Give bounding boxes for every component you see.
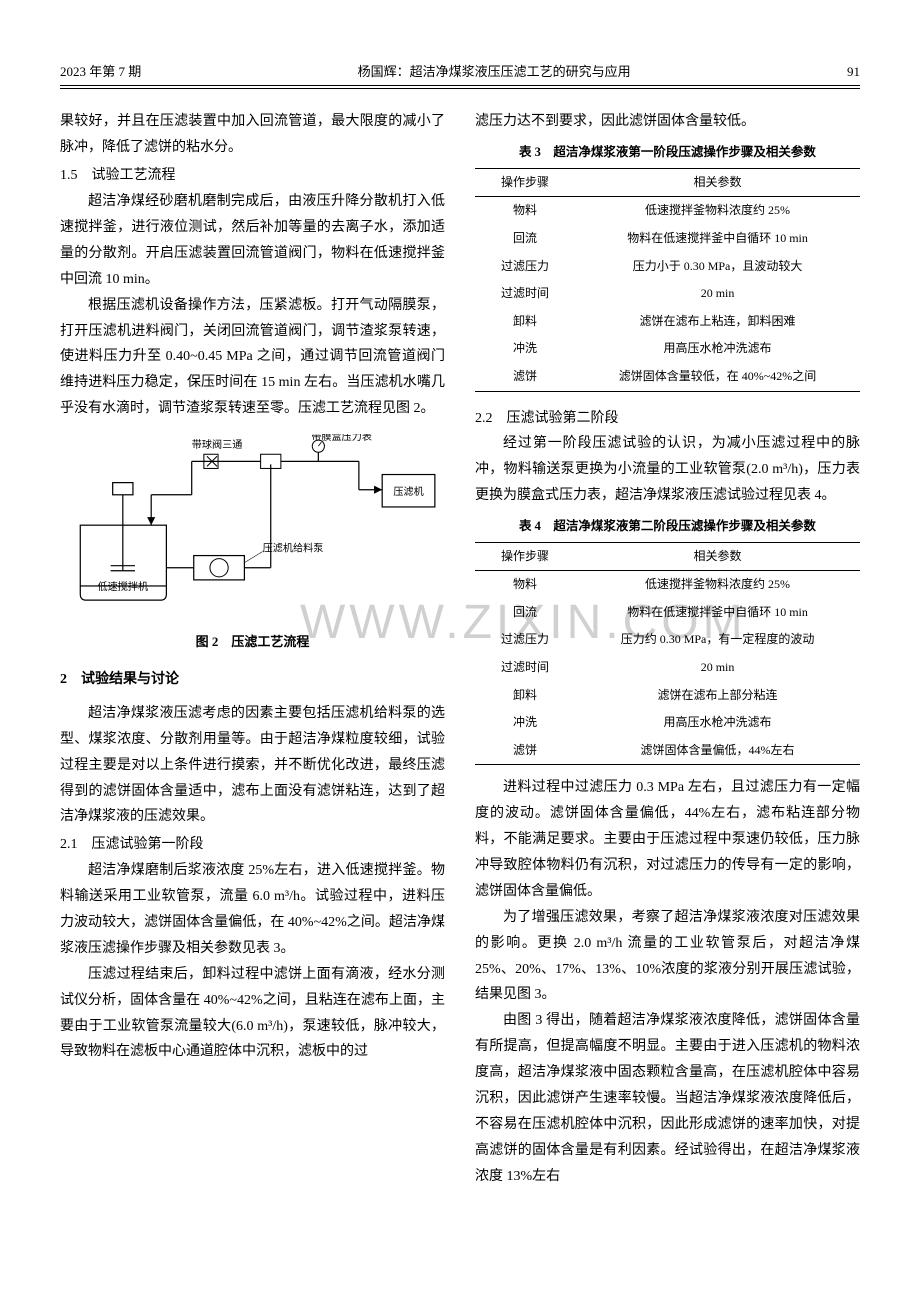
page: 2023 年第 7 期 杨国辉：超洁净煤浆液压压滤工艺的研究与应用 91 果较好…	[60, 60, 860, 1190]
figure-2-svg: 低速搅拌机 压滤机给料泵	[60, 434, 445, 616]
table-cell: 滤饼固体含量偏低，44%左右	[575, 737, 860, 765]
left-column: 果较好，并且在压滤装置中加入回流管道，最大限度的减小了脉冲，降低了滤饼的粘水分。…	[60, 109, 445, 1189]
table-cell: 过滤时间	[475, 654, 575, 682]
table-header-cell: 操作步骤	[475, 542, 575, 571]
table-row: 回流物料在低速搅拌釜中自循环 10 min	[475, 225, 860, 253]
table-cell: 滤饼	[475, 363, 575, 391]
page-header: 2023 年第 7 期 杨国辉：超洁净煤浆液压压滤工艺的研究与应用 91	[60, 60, 860, 86]
table-row: 过滤时间20 min	[475, 280, 860, 308]
table-row: 过滤压力压力小于 0.30 MPa，且波动较大	[475, 253, 860, 281]
subsection-1-5: 1.5 试验工艺流程	[60, 163, 445, 189]
header-title: 杨国辉：超洁净煤浆液压压滤工艺的研究与应用	[358, 60, 631, 83]
para-continuation: 果较好，并且在压滤装置中加入回流管道，最大限度的减小了脉冲，降低了滤饼的粘水分。	[60, 109, 445, 161]
body-paragraph: 压滤过程结束后，卸料过程中滤饼上面有滴液，经水分测试仪分析，固体含量在 40%~…	[60, 962, 445, 1066]
table-header-cell: 操作步骤	[475, 168, 575, 197]
table-cell: 过滤压力	[475, 626, 575, 654]
table-cell: 回流	[475, 599, 575, 627]
table-cell: 冲洗	[475, 709, 575, 737]
body-paragraph: 超洁净煤经砂磨机磨制完成后，由液压升降分散机打入低速搅拌釜，进行液位测试，然后补…	[60, 189, 445, 293]
table-row: 过滤压力压力约 0.30 MPa，有一定程度的波动	[475, 626, 860, 654]
header-page-number: 91	[847, 60, 860, 83]
body-paragraph: 进料过程中过滤压力 0.3 MPa 左右，且过滤压力有一定幅度的波动。滤饼固体含…	[475, 775, 860, 904]
header-rule	[60, 88, 860, 89]
table-row: 冲洗用高压水枪冲洗滤布	[475, 709, 860, 737]
fig2-tee-label: 带球阀三通	[192, 438, 243, 451]
fig2-filter-label: 压滤机	[393, 485, 423, 498]
table-cell: 20 min	[575, 280, 860, 308]
table-row: 回流物料在低速搅拌釜中自循环 10 min	[475, 599, 860, 627]
fig2-feed-pump-label: 压滤机给料泵	[263, 542, 324, 555]
table-cell: 回流	[475, 225, 575, 253]
table-header-cell: 相关参数	[575, 542, 860, 571]
right-column: 滤压力达不到要求，因此滤饼固体含量较低。 表 3 超洁净煤浆液第一阶段压滤操作步…	[475, 109, 860, 1189]
figure-2-caption: 图 2 压滤工艺流程	[60, 630, 445, 653]
table-cell: 20 min	[575, 654, 860, 682]
body-paragraph: 经过第一阶段压滤试验的认识，为减小压滤过程中的脉冲，物料输送泵更换为小流量的工业…	[475, 431, 860, 509]
section-2: 2 试验结果与讨论	[60, 667, 445, 693]
fig2-gauge-label: 带膜盒压力表	[311, 434, 372, 443]
table-cell: 冲洗	[475, 335, 575, 363]
table-row: 冲洗用高压水枪冲洗滤布	[475, 335, 860, 363]
table-cell: 滤饼固体含量较低，在 40%~42%之间	[575, 363, 860, 391]
table-cell: 用高压水枪冲洗滤布	[575, 335, 860, 363]
table-row: 滤饼滤饼固体含量较低，在 40%~42%之间	[475, 363, 860, 391]
body-paragraph: 超洁净煤磨制后浆液浓度 25%左右，进入低速搅拌釜。物料输送采用工业软管泵，流量…	[60, 858, 445, 962]
fig2-mixer-label: 低速搅拌机	[98, 580, 149, 593]
table-cell: 用高压水枪冲洗滤布	[575, 709, 860, 737]
subsection-2-1: 2.1 压滤试验第一阶段	[60, 832, 445, 858]
table-row: 卸料滤饼在滤布上部分粘连	[475, 682, 860, 710]
table-row: 过滤时间20 min	[475, 654, 860, 682]
table-header-cell: 相关参数	[575, 168, 860, 197]
table-cell: 滤饼在滤布上部分粘连	[575, 682, 860, 710]
table-row: 物料低速搅拌釜物料浓度约 25%	[475, 571, 860, 599]
body-paragraph: 超洁净煤浆液压滤考虑的因素主要包括压滤机给料泵的选型、煤浆浓度、分散剂用量等。由…	[60, 701, 445, 830]
table-row: 卸料滤饼在滤布上粘连，卸料困难	[475, 308, 860, 336]
table-cell: 过滤压力	[475, 253, 575, 281]
figure-2: 低速搅拌机 压滤机给料泵	[60, 434, 445, 653]
subsection-2-2: 2.2 压滤试验第二阶段	[475, 406, 860, 432]
table-cell: 压力约 0.30 MPa，有一定程度的波动	[575, 626, 860, 654]
table-cell: 卸料	[475, 308, 575, 336]
table-4: 操作步骤 相关参数 物料低速搅拌釜物料浓度约 25%回流物料在低速搅拌釜中自循环…	[475, 542, 860, 766]
table-cell: 卸料	[475, 682, 575, 710]
table-3: 操作步骤 相关参数 物料低速搅拌釜物料浓度约 25%回流物料在低速搅拌釜中自循环…	[475, 168, 860, 392]
table-cell: 滤饼在滤布上粘连，卸料困难	[575, 308, 860, 336]
table-row: 滤饼滤饼固体含量偏低，44%左右	[475, 737, 860, 765]
table-4-caption: 表 4 超洁净煤浆液第二阶段压滤操作步骤及相关参数	[475, 515, 860, 538]
table-row: 物料低速搅拌釜物料浓度约 25%	[475, 197, 860, 225]
table-cell: 压力小于 0.30 MPa，且波动较大	[575, 253, 860, 281]
table-cell: 过滤时间	[475, 280, 575, 308]
table-cell: 物料在低速搅拌釜中自循环 10 min	[575, 599, 860, 627]
table-cell: 物料在低速搅拌釜中自循环 10 min	[575, 225, 860, 253]
table-3-caption: 表 3 超洁净煤浆液第一阶段压滤操作步骤及相关参数	[475, 141, 860, 164]
table-cell: 低速搅拌釜物料浓度约 25%	[575, 571, 860, 599]
body-paragraph: 由图 3 得出，随着超洁净煤浆液浓度降低，滤饼固体含量有所提高，但提高幅度不明显…	[475, 1008, 860, 1189]
table-cell: 低速搅拌釜物料浓度约 25%	[575, 197, 860, 225]
para-continuation: 滤压力达不到要求，因此滤饼固体含量较低。	[475, 109, 860, 135]
table-cell: 物料	[475, 571, 575, 599]
body-paragraph: 根据压滤机设备操作方法，压紧滤板。打开气动隔膜泵，打开压滤机进料阀门，关闭回流管…	[60, 293, 445, 422]
body-paragraph: 为了增强压滤效果，考察了超洁净煤浆液浓度对压滤效果的影响。更换 2.0 m³/h…	[475, 905, 860, 1009]
table-cell: 物料	[475, 197, 575, 225]
two-column-layout: 果较好，并且在压滤装置中加入回流管道，最大限度的减小了脉冲，降低了滤饼的粘水分。…	[60, 109, 860, 1189]
table-cell: 滤饼	[475, 737, 575, 765]
header-issue: 2023 年第 7 期	[60, 60, 141, 83]
